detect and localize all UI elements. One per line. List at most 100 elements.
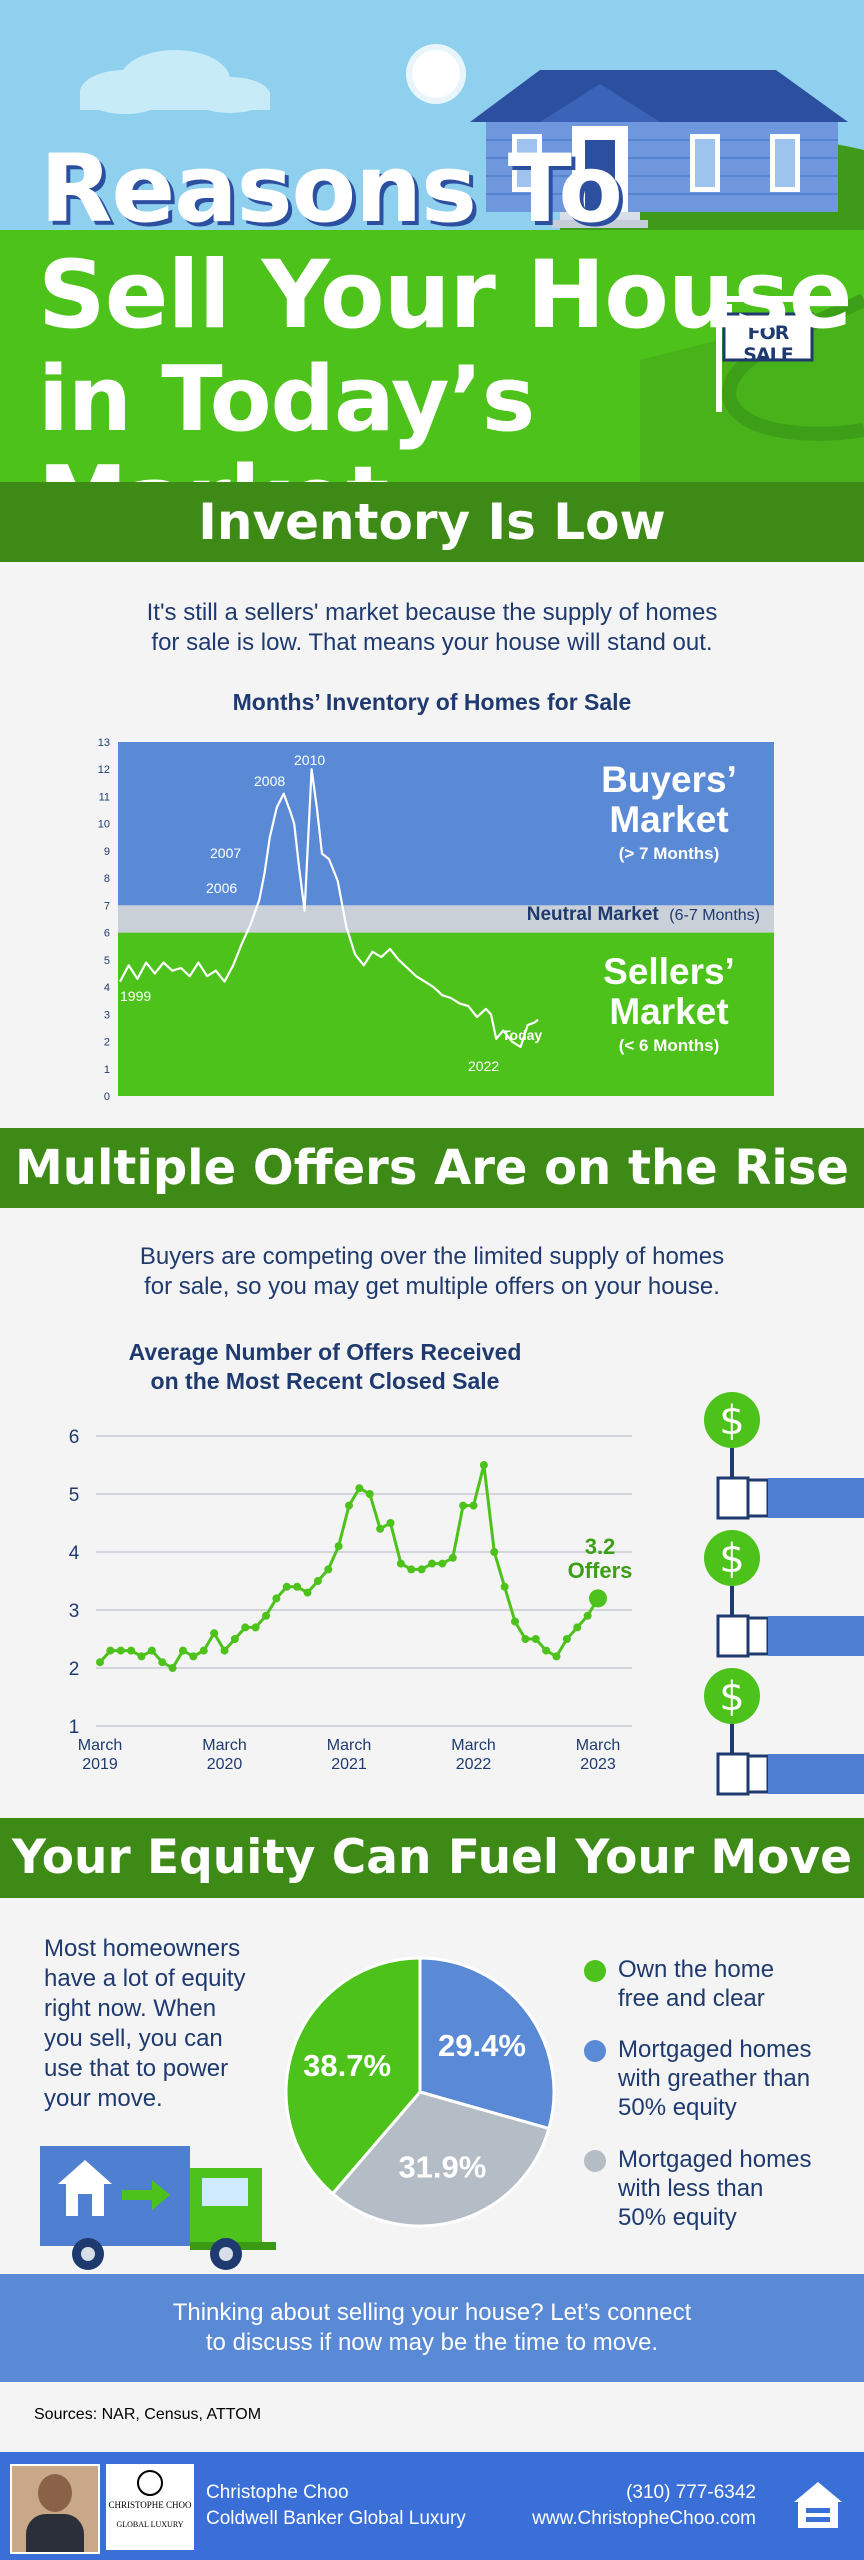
x-tick-label: March <box>327 1737 371 1754</box>
section1-heading: Inventory Is Low <box>0 482 864 562</box>
y-tick-label: 9 <box>104 846 110 858</box>
inventory-chart-title: Months’ Inventory of Homes for Sale <box>232 689 632 715</box>
offers-point <box>158 1658 167 1667</box>
label-today: Today <box>502 1027 543 1043</box>
offers-point <box>116 1646 125 1655</box>
label-2022: 2022 <box>468 1058 500 1074</box>
offers-point <box>303 1588 312 1597</box>
legend-dot-green <box>584 1960 606 1982</box>
y-tick-label: 11 <box>99 791 110 803</box>
offers-point <box>334 1542 343 1551</box>
equity-text-line: Most homeowners <box>44 1935 241 1962</box>
legend-line: Mortgaged homes <box>618 2146 812 2173</box>
header-scene <box>0 44 864 482</box>
legend-dot-blue <box>584 2040 606 2062</box>
y-tick-label: 12 <box>98 764 110 776</box>
equity-text-line: you sell, you can <box>44 2025 223 2052</box>
legend-line: free and clear <box>618 1985 765 2012</box>
legend-line: 50% equity <box>618 2204 737 2231</box>
offers-point <box>293 1582 302 1591</box>
offers-point <box>313 1577 322 1585</box>
sign-text: FOR SALE <box>743 322 793 366</box>
agent-photo <box>10 2464 100 2554</box>
label-2010: 2010 <box>294 752 326 768</box>
y-tick-label: 4 <box>104 982 110 994</box>
agent-website[interactable]: www.ChristopheChoo.com <box>532 2508 756 2529</box>
offers-point <box>199 1646 208 1655</box>
offers-point <box>448 1553 457 1562</box>
offers-point <box>469 1501 478 1510</box>
x-tick-label: March <box>451 1737 495 1754</box>
y-tick-label: 2 <box>104 1037 110 1049</box>
title-line-3: in Today’s Market <box>38 347 535 483</box>
legend-line: Mortgaged homes <box>618 2036 812 2063</box>
section3-heading: Your Equity Can Fuel Your Move <box>0 1818 864 1898</box>
buyers-market-sub: (> 7 Months) <box>618 844 720 863</box>
offers-point <box>438 1559 447 1568</box>
offers-point <box>542 1646 551 1655</box>
y-tick-label: 5 <box>69 1485 80 1506</box>
pie-slice-label: 31.9% <box>398 2149 486 2184</box>
offers-point <box>511 1617 519 1626</box>
offers-point <box>552 1652 561 1661</box>
offers-point <box>583 1611 592 1620</box>
y-tick-label: 4 <box>69 1543 80 1564</box>
inventory-chart: 0 1 2 3 4 5 6 7 8 9 10 11 12 13 <box>90 730 780 1103</box>
y-tick-label: 7 <box>104 900 110 912</box>
offers-point <box>272 1594 281 1603</box>
offers-point <box>137 1652 146 1661</box>
legend-line: with greather than <box>618 2065 811 2092</box>
house-icon <box>470 70 848 228</box>
offers-point <box>179 1646 187 1655</box>
offers-point <box>251 1623 260 1632</box>
title-line-2: Sell Your House <box>38 241 853 350</box>
x-tick-label: 2019 <box>82 1756 118 1773</box>
logo-sub: GLOBAL LUXURY <box>116 2520 184 2529</box>
y-tick-label: 13 <box>98 737 110 749</box>
agent-name: Christophe Choo <box>206 2482 349 2503</box>
x-tick-label: March <box>576 1737 620 1754</box>
offers-point <box>189 1652 198 1661</box>
offers-point <box>428 1559 436 1568</box>
y-tick-label: 0 <box>104 1091 110 1100</box>
svg-text:$: $ <box>719 1536 744 1582</box>
offers-point <box>531 1635 540 1643</box>
sellers-zone <box>118 932 774 1096</box>
offers-point <box>220 1646 229 1655</box>
sources: Sources: NAR, Census, ATTOM <box>34 2406 262 2423</box>
equity-pie-chart: 29.4% 31.9% 38.7% <box>284 1956 556 2228</box>
legend-label: Mortgaged homes with less than 50% equit… <box>618 2145 811 2232</box>
sellers-market-title: Sellers’ <box>603 951 735 992</box>
neutral-zone <box>118 905 774 933</box>
legend-label: Own the home free and clear <box>618 1955 774 2013</box>
buyers-market-title-2: Market <box>609 799 729 840</box>
agent-phone[interactable]: (310) 777-6342 <box>626 2482 756 2503</box>
y-tick-label: 3 <box>69 1601 80 1622</box>
brokerage-logo: CHRISTOPHE CHOO GLOBAL LUXURY <box>106 2464 194 2550</box>
offers-end-unit: Offers <box>567 1558 633 1583</box>
svg-text:$: $ <box>719 1398 744 1444</box>
offers-point <box>386 1519 395 1527</box>
offers-point <box>230 1635 239 1643</box>
section2-intro-line-2: for sale, so you may get multiple offers… <box>144 1273 720 1300</box>
offers-point <box>396 1559 405 1568</box>
label-2007: 2007 <box>210 845 242 861</box>
x-tick-label: March <box>78 1737 122 1754</box>
money-hands: $ $ $ <box>700 1390 864 1800</box>
section1-intro-line-1: It's still a sellers' market because the… <box>146 599 718 626</box>
y-tick-label: 3 <box>104 1009 110 1021</box>
equity-text-line: use that to power <box>44 2055 229 2082</box>
offers-point <box>562 1635 571 1643</box>
offers-point <box>573 1623 582 1632</box>
section1-intro-line-2: for sale is low. That means your house w… <box>151 629 713 656</box>
offers-point <box>376 1524 385 1533</box>
offers-point <box>521 1635 530 1643</box>
y-tick-label: 1 <box>69 1717 80 1738</box>
neutral-market-title: Neutral Market <box>526 904 659 925</box>
cloud-icon <box>80 50 270 114</box>
pie-slice <box>418 1956 556 2131</box>
x-tick-label: March <box>202 1737 246 1754</box>
money-hands-svg: $ $ $ <box>704 1392 864 1796</box>
y-tick-label: 6 <box>104 928 110 940</box>
